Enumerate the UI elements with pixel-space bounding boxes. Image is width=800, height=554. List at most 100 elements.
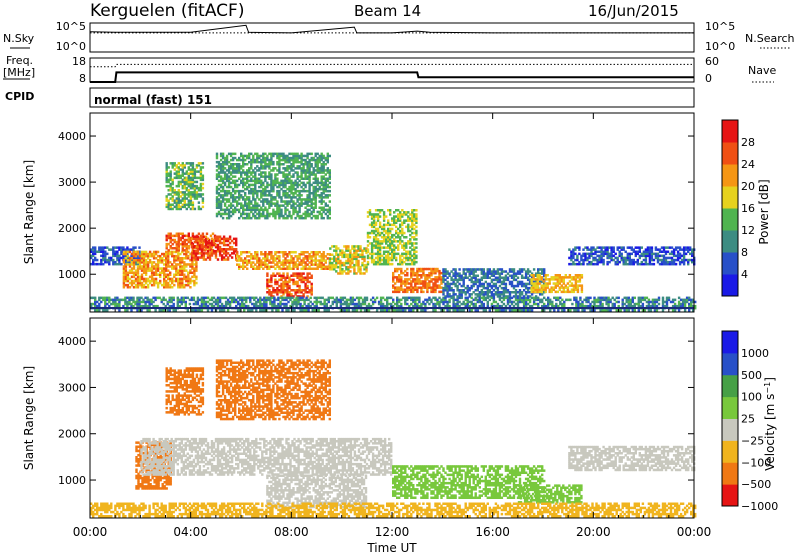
heatmap-cell bbox=[280, 204, 283, 207]
heatmap-cell bbox=[256, 196, 259, 199]
heatmap-cell bbox=[576, 288, 580, 291]
heatmap-cell bbox=[626, 246, 629, 249]
heatmap-cell bbox=[359, 253, 362, 256]
heatmap-cell bbox=[98, 304, 101, 308]
heatmap-cell bbox=[136, 277, 140, 281]
heatmap-cell bbox=[600, 256, 603, 260]
heatmap-cell bbox=[316, 179, 319, 183]
heatmap-cell bbox=[262, 189, 265, 193]
heatmap-cell bbox=[464, 272, 467, 275]
heatmap-cell bbox=[104, 309, 107, 312]
heatmap-cell bbox=[122, 275, 126, 279]
heatmap-cell bbox=[175, 207, 178, 211]
heatmap-cell bbox=[223, 204, 227, 207]
heatmap-cell bbox=[428, 280, 431, 283]
heatmap-cell bbox=[169, 247, 172, 250]
heatmap-cell bbox=[290, 204, 293, 207]
heatmap-cell bbox=[422, 271, 425, 275]
heatmap-cell bbox=[374, 238, 378, 241]
heatmap-cell bbox=[248, 183, 251, 187]
heatmap-cell bbox=[554, 286, 557, 289]
heatmap-cell bbox=[140, 283, 144, 287]
heatmap-cell bbox=[210, 298, 214, 302]
heatmap-cell bbox=[436, 269, 439, 273]
heatmap-cell bbox=[306, 196, 309, 199]
heatmap-cell bbox=[243, 309, 246, 312]
heatmap-cell bbox=[228, 300, 232, 304]
heatmap-cell bbox=[409, 258, 412, 262]
heatmap-cell bbox=[169, 261, 172, 264]
heatmap-cell bbox=[185, 186, 188, 190]
heatmap-cell bbox=[192, 256, 196, 259]
heatmap-cell bbox=[582, 252, 585, 256]
heatmap-cell bbox=[512, 278, 516, 282]
heatmap-cell bbox=[646, 252, 650, 256]
heatmap-cell bbox=[345, 259, 348, 263]
heatmap-cell bbox=[270, 274, 273, 277]
heatmap-cell bbox=[510, 291, 514, 294]
heatmap-cell bbox=[378, 211, 382, 214]
heatmap-cell bbox=[254, 192, 257, 195]
heatmap-cell bbox=[120, 262, 123, 266]
heatmap-cell bbox=[306, 214, 309, 218]
heatmap-cell bbox=[229, 154, 233, 158]
heatmap-cell bbox=[92, 248, 95, 251]
heatmap-cell bbox=[596, 254, 599, 258]
heatmap-cell bbox=[272, 152, 275, 156]
heatmap-cell bbox=[622, 258, 625, 262]
heatmap-cell bbox=[392, 274, 395, 277]
heatmap-cell bbox=[316, 210, 319, 214]
heatmap-cell bbox=[234, 183, 237, 187]
heatmap-cell bbox=[376, 213, 380, 216]
heatmap-cell bbox=[410, 280, 413, 283]
heatmap-cell bbox=[357, 255, 360, 259]
heatmap-cell bbox=[234, 171, 237, 174]
heatmap-cell bbox=[284, 253, 287, 256]
heatmap-cell bbox=[186, 296, 189, 300]
heatmap-cell bbox=[206, 254, 210, 257]
heatmap-cell bbox=[136, 283, 140, 287]
heatmap-cell bbox=[262, 267, 265, 270]
heatmap-cell bbox=[403, 231, 406, 235]
heatmap-cell bbox=[226, 300, 230, 304]
heatmap-cell bbox=[502, 282, 506, 286]
heatmap-cell bbox=[415, 217, 418, 220]
heatmap-cell bbox=[165, 205, 168, 209]
heatmap-cell bbox=[488, 295, 491, 298]
heatmap-cell bbox=[476, 295, 479, 298]
heatmap-cell bbox=[310, 204, 313, 207]
heatmap-cell bbox=[394, 276, 397, 279]
heatmap-cell bbox=[413, 231, 416, 235]
heatmap-cell bbox=[416, 269, 419, 273]
heatmap-cell bbox=[405, 246, 408, 249]
heatmap-cell bbox=[326, 267, 329, 270]
heatmap-cell bbox=[240, 152, 243, 156]
heatmap-cell bbox=[496, 272, 500, 275]
heatmap-cell bbox=[98, 262, 101, 266]
heatmap-cell bbox=[102, 246, 105, 249]
heatmap-cell bbox=[215, 189, 219, 193]
heatmap-cell bbox=[193, 197, 197, 200]
heatmap-cell bbox=[646, 250, 650, 253]
heatmap-cell bbox=[341, 255, 344, 259]
heatmap-cell bbox=[132, 248, 135, 251]
heatmap-cell bbox=[411, 254, 414, 258]
heatmap-cell bbox=[300, 204, 303, 207]
heatmap-cell bbox=[191, 180, 195, 184]
heatmap-cell bbox=[189, 176, 193, 180]
heatmap-cell bbox=[558, 288, 561, 291]
heatmap-cell bbox=[407, 225, 410, 229]
heatmap-cell bbox=[220, 302, 224, 306]
heatmap-cell bbox=[197, 232, 201, 235]
heatmap-cell bbox=[280, 210, 283, 214]
heatmap-cell bbox=[335, 259, 338, 263]
heatmap-cell bbox=[326, 158, 329, 162]
heatmap-cell bbox=[322, 171, 325, 174]
heatmap-cell bbox=[282, 200, 285, 203]
heatmap-cell bbox=[540, 286, 543, 289]
heatmap-cell bbox=[628, 252, 631, 256]
heatmap-cell bbox=[159, 254, 162, 258]
heatmap-cell bbox=[482, 293, 485, 296]
heatmap-cell bbox=[173, 265, 176, 268]
heatmap-cell bbox=[399, 215, 402, 218]
